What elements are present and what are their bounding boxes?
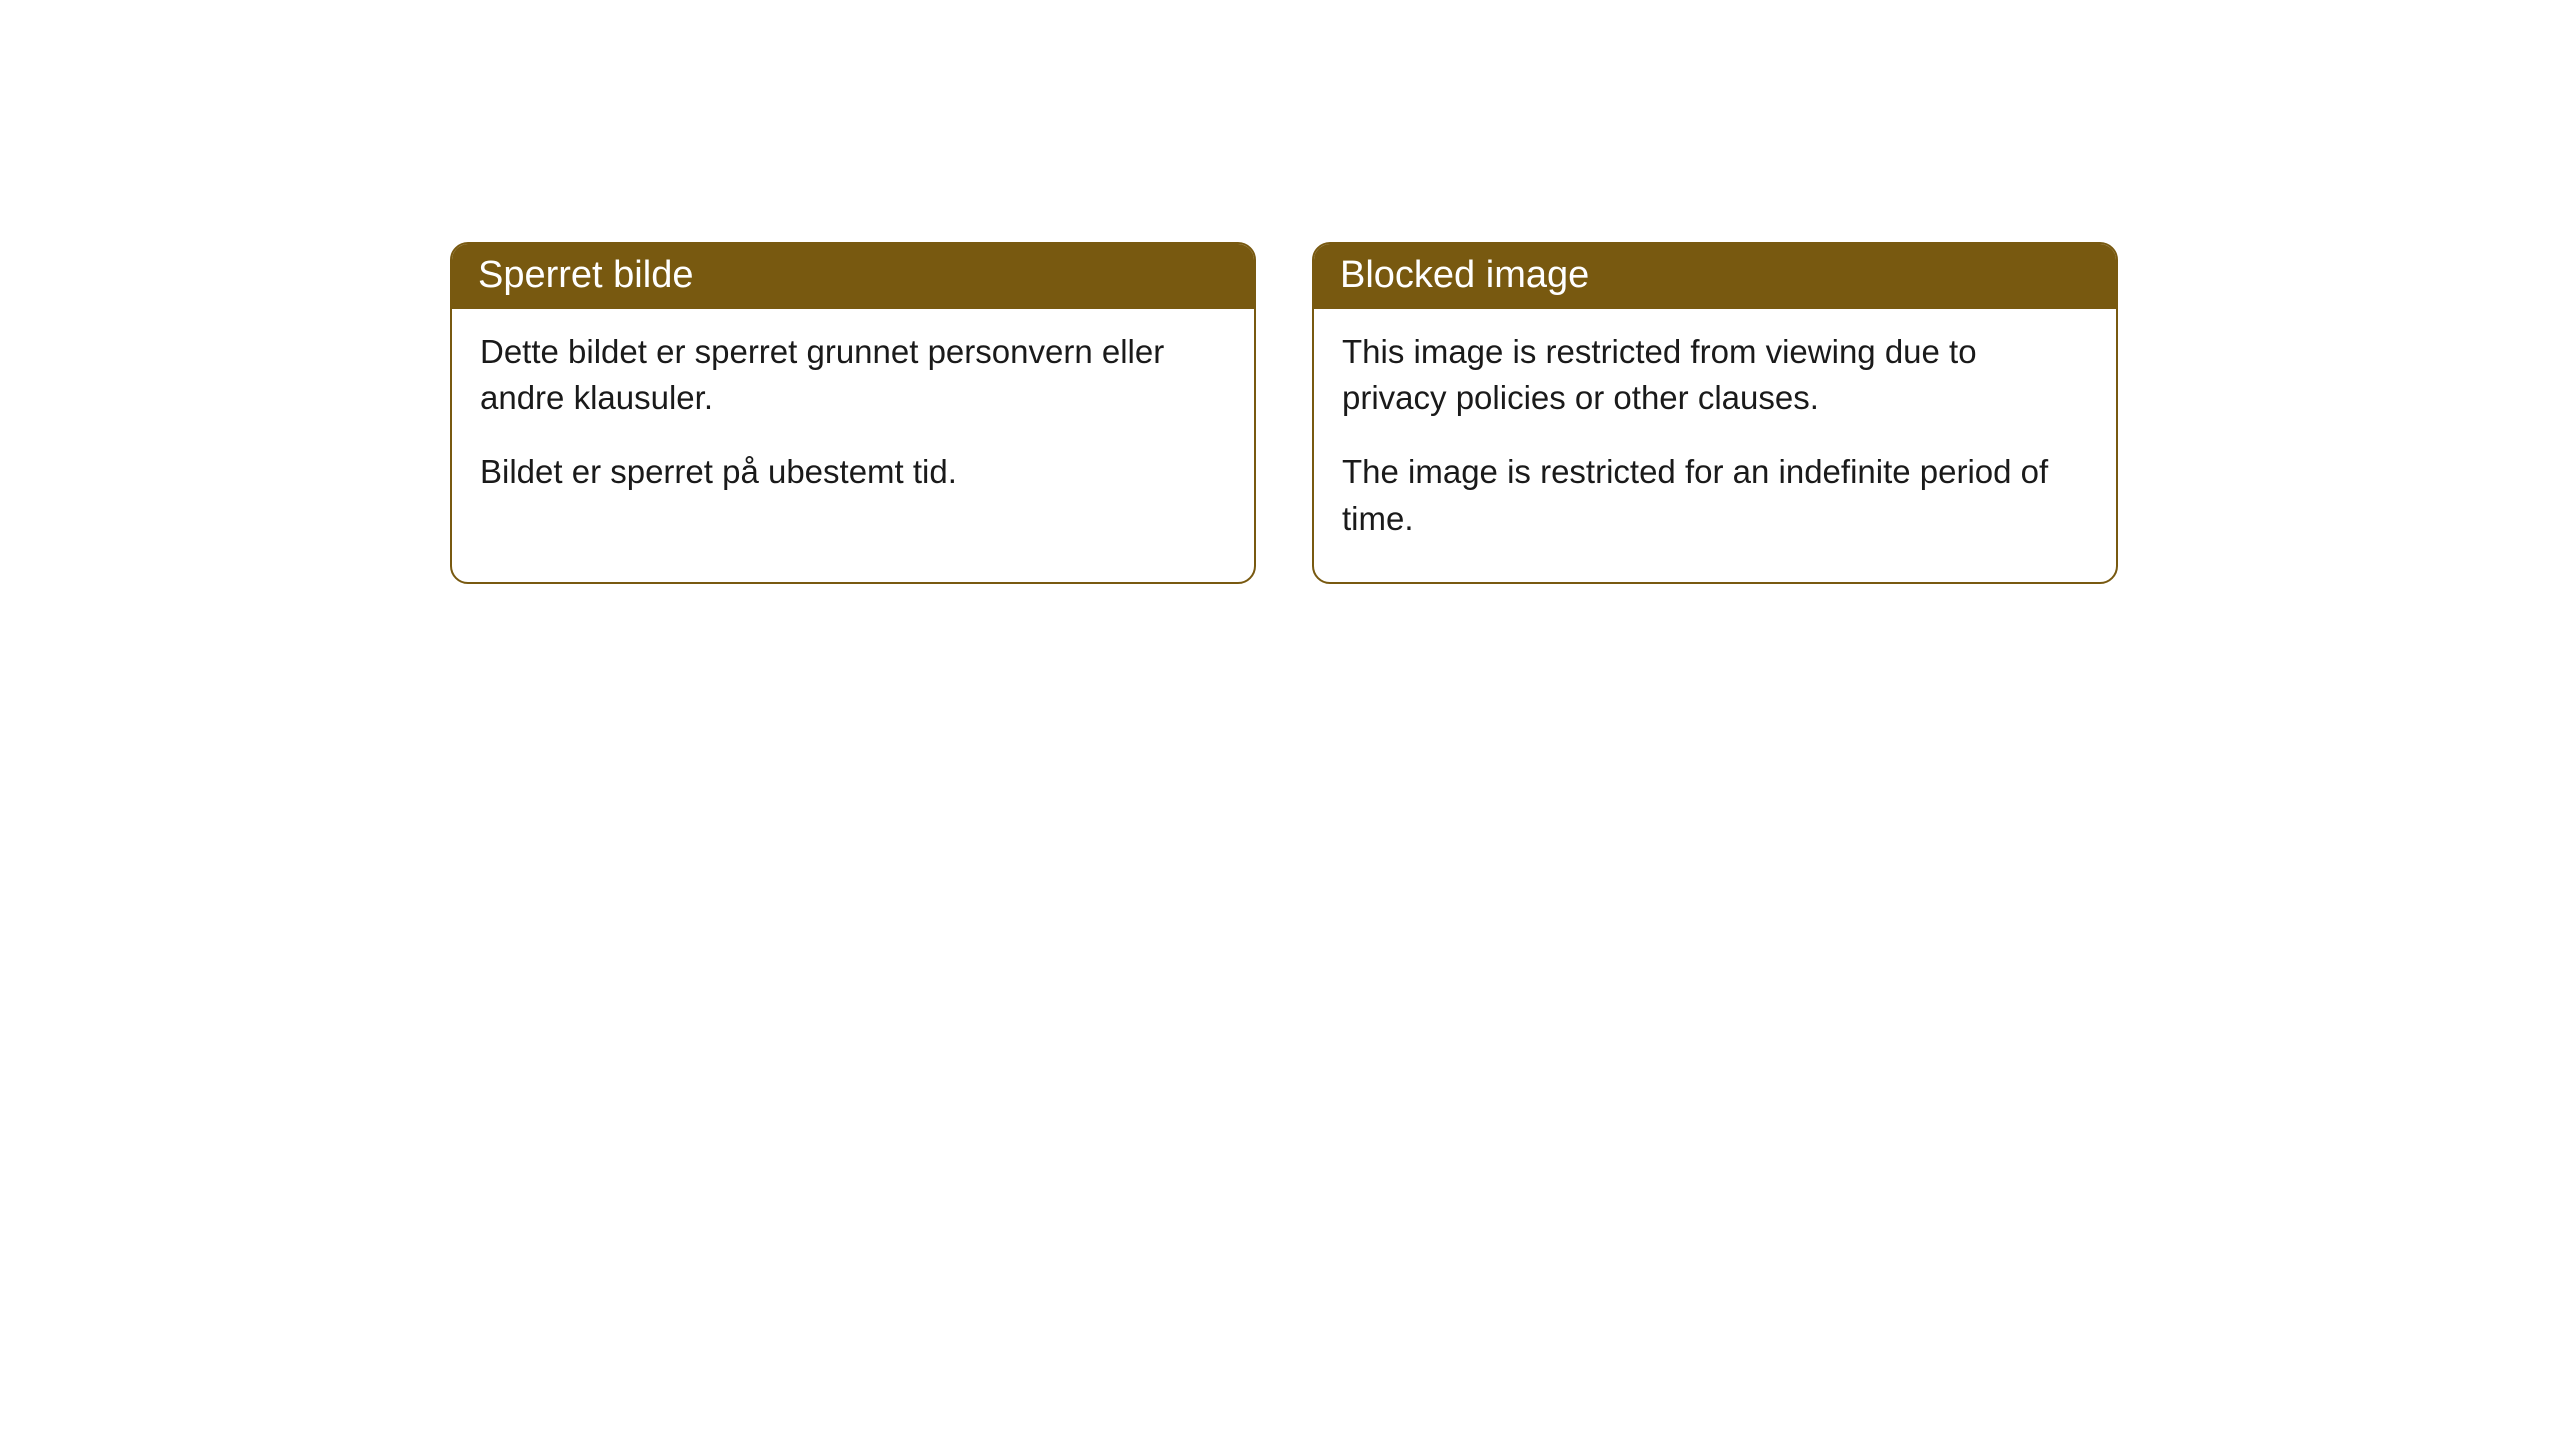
card-body-paragraph: Bildet er sperret på ubestemt tid. — [480, 449, 1226, 495]
card-body: Dette bildet er sperret grunnet personve… — [452, 309, 1254, 536]
card-body-paragraph: Dette bildet er sperret grunnet personve… — [480, 329, 1226, 421]
card-english: Blocked image This image is restricted f… — [1312, 242, 2118, 584]
card-header: Blocked image — [1314, 244, 2116, 309]
cards-container: Sperret bilde Dette bildet er sperret gr… — [0, 0, 2560, 584]
card-body: This image is restricted from viewing du… — [1314, 309, 2116, 582]
card-norwegian: Sperret bilde Dette bildet er sperret gr… — [450, 242, 1256, 584]
card-header: Sperret bilde — [452, 244, 1254, 309]
card-body-paragraph: The image is restricted for an indefinit… — [1342, 449, 2088, 541]
card-body-paragraph: This image is restricted from viewing du… — [1342, 329, 2088, 421]
